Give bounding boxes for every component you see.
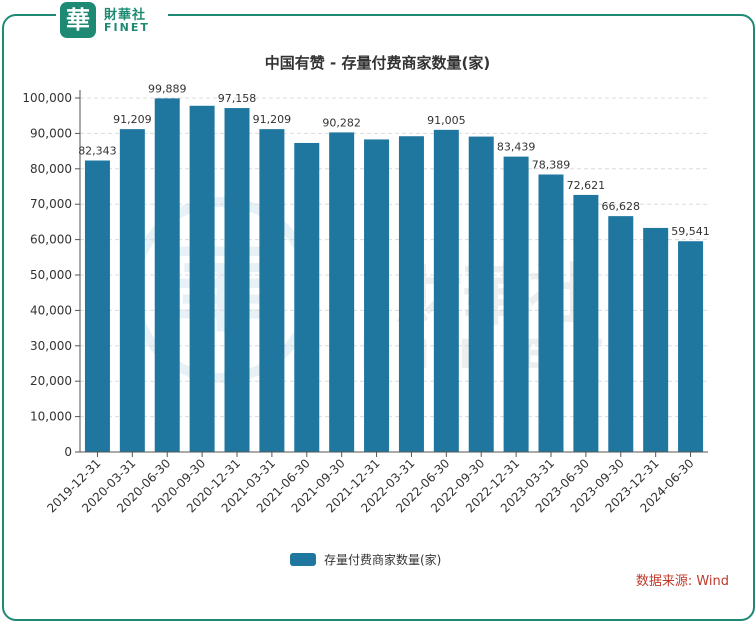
brand-name-cn: 財華社: [104, 8, 147, 23]
bar[interactable]: [364, 139, 390, 452]
bar[interactable]: [224, 108, 250, 453]
data-label: 91,209: [113, 113, 152, 126]
bar[interactable]: [119, 129, 145, 453]
data-label: 82,343: [78, 145, 117, 158]
y-tick-label: 80,000: [30, 162, 72, 176]
bar[interactable]: [643, 227, 669, 452]
y-tick-label: 10,000: [30, 410, 72, 424]
bar[interactable]: [433, 129, 459, 453]
y-tick-label: 20,000: [30, 374, 72, 388]
y-tick-label: 30,000: [30, 339, 72, 353]
legend[interactable]: 存量付费商家数量(家): [290, 551, 441, 567]
y-axis: 0 10,000 20,000 30,000 40,000 50,000 60,000 70,…: [22, 90, 81, 459]
y-tick-label: 70,000: [30, 197, 72, 211]
bar[interactable]: [294, 142, 320, 452]
data-label: 91,209: [253, 113, 292, 126]
bar[interactable]: [503, 156, 529, 452]
bar[interactable]: [573, 194, 599, 452]
source-note: 数据来源: Wind: [635, 574, 729, 589]
data-label: 97,158: [218, 92, 257, 105]
y-tick-label: 0: [64, 445, 72, 459]
bar[interactable]: [468, 136, 494, 452]
data-label: 91,005: [427, 114, 466, 127]
bar[interactable]: [608, 216, 634, 452]
y-tick-label: 90,000: [30, 126, 72, 140]
data-label: 90,282: [322, 116, 361, 129]
bar[interactable]: [329, 132, 355, 452]
y-tick-label: 50,000: [30, 268, 72, 282]
data-label: 59,541: [671, 225, 710, 238]
bar[interactable]: [538, 174, 564, 453]
bar[interactable]: [84, 160, 110, 452]
legend-label: 存量付费商家数量(家): [324, 552, 442, 567]
y-tick-label: 60,000: [30, 233, 72, 247]
bar[interactable]: [398, 136, 424, 452]
bar[interactable]: [154, 98, 180, 452]
data-labels: 82,343 91,209 99,889 97,158 91,209 90,282 91,0…: [78, 82, 710, 238]
data-label: 83,439: [497, 141, 536, 154]
bars: [84, 98, 704, 453]
data-label: 99,889: [148, 82, 187, 95]
y-tick-label: 40,000: [30, 303, 72, 317]
bar[interactable]: [259, 129, 285, 453]
bar[interactable]: [678, 241, 704, 452]
brand-name-en: FINET: [104, 21, 150, 34]
data-label: 78,389: [532, 159, 571, 172]
brand-logo: 華 財華社 FINET: [56, 0, 168, 38]
y-tick-label: 100,000: [22, 91, 72, 105]
x-axis: 2019-12-312020-03-312020-06-302020-09-30…: [44, 451, 708, 515]
data-label: 66,628: [602, 200, 641, 213]
chart-title: 中国有赞 - 存量付费商家数量(家): [264, 54, 491, 72]
logo-mark-icon: 華: [60, 2, 96, 38]
bar[interactable]: [189, 105, 215, 453]
data-label: 72,621: [567, 179, 606, 192]
legend-swatch: [290, 552, 316, 566]
